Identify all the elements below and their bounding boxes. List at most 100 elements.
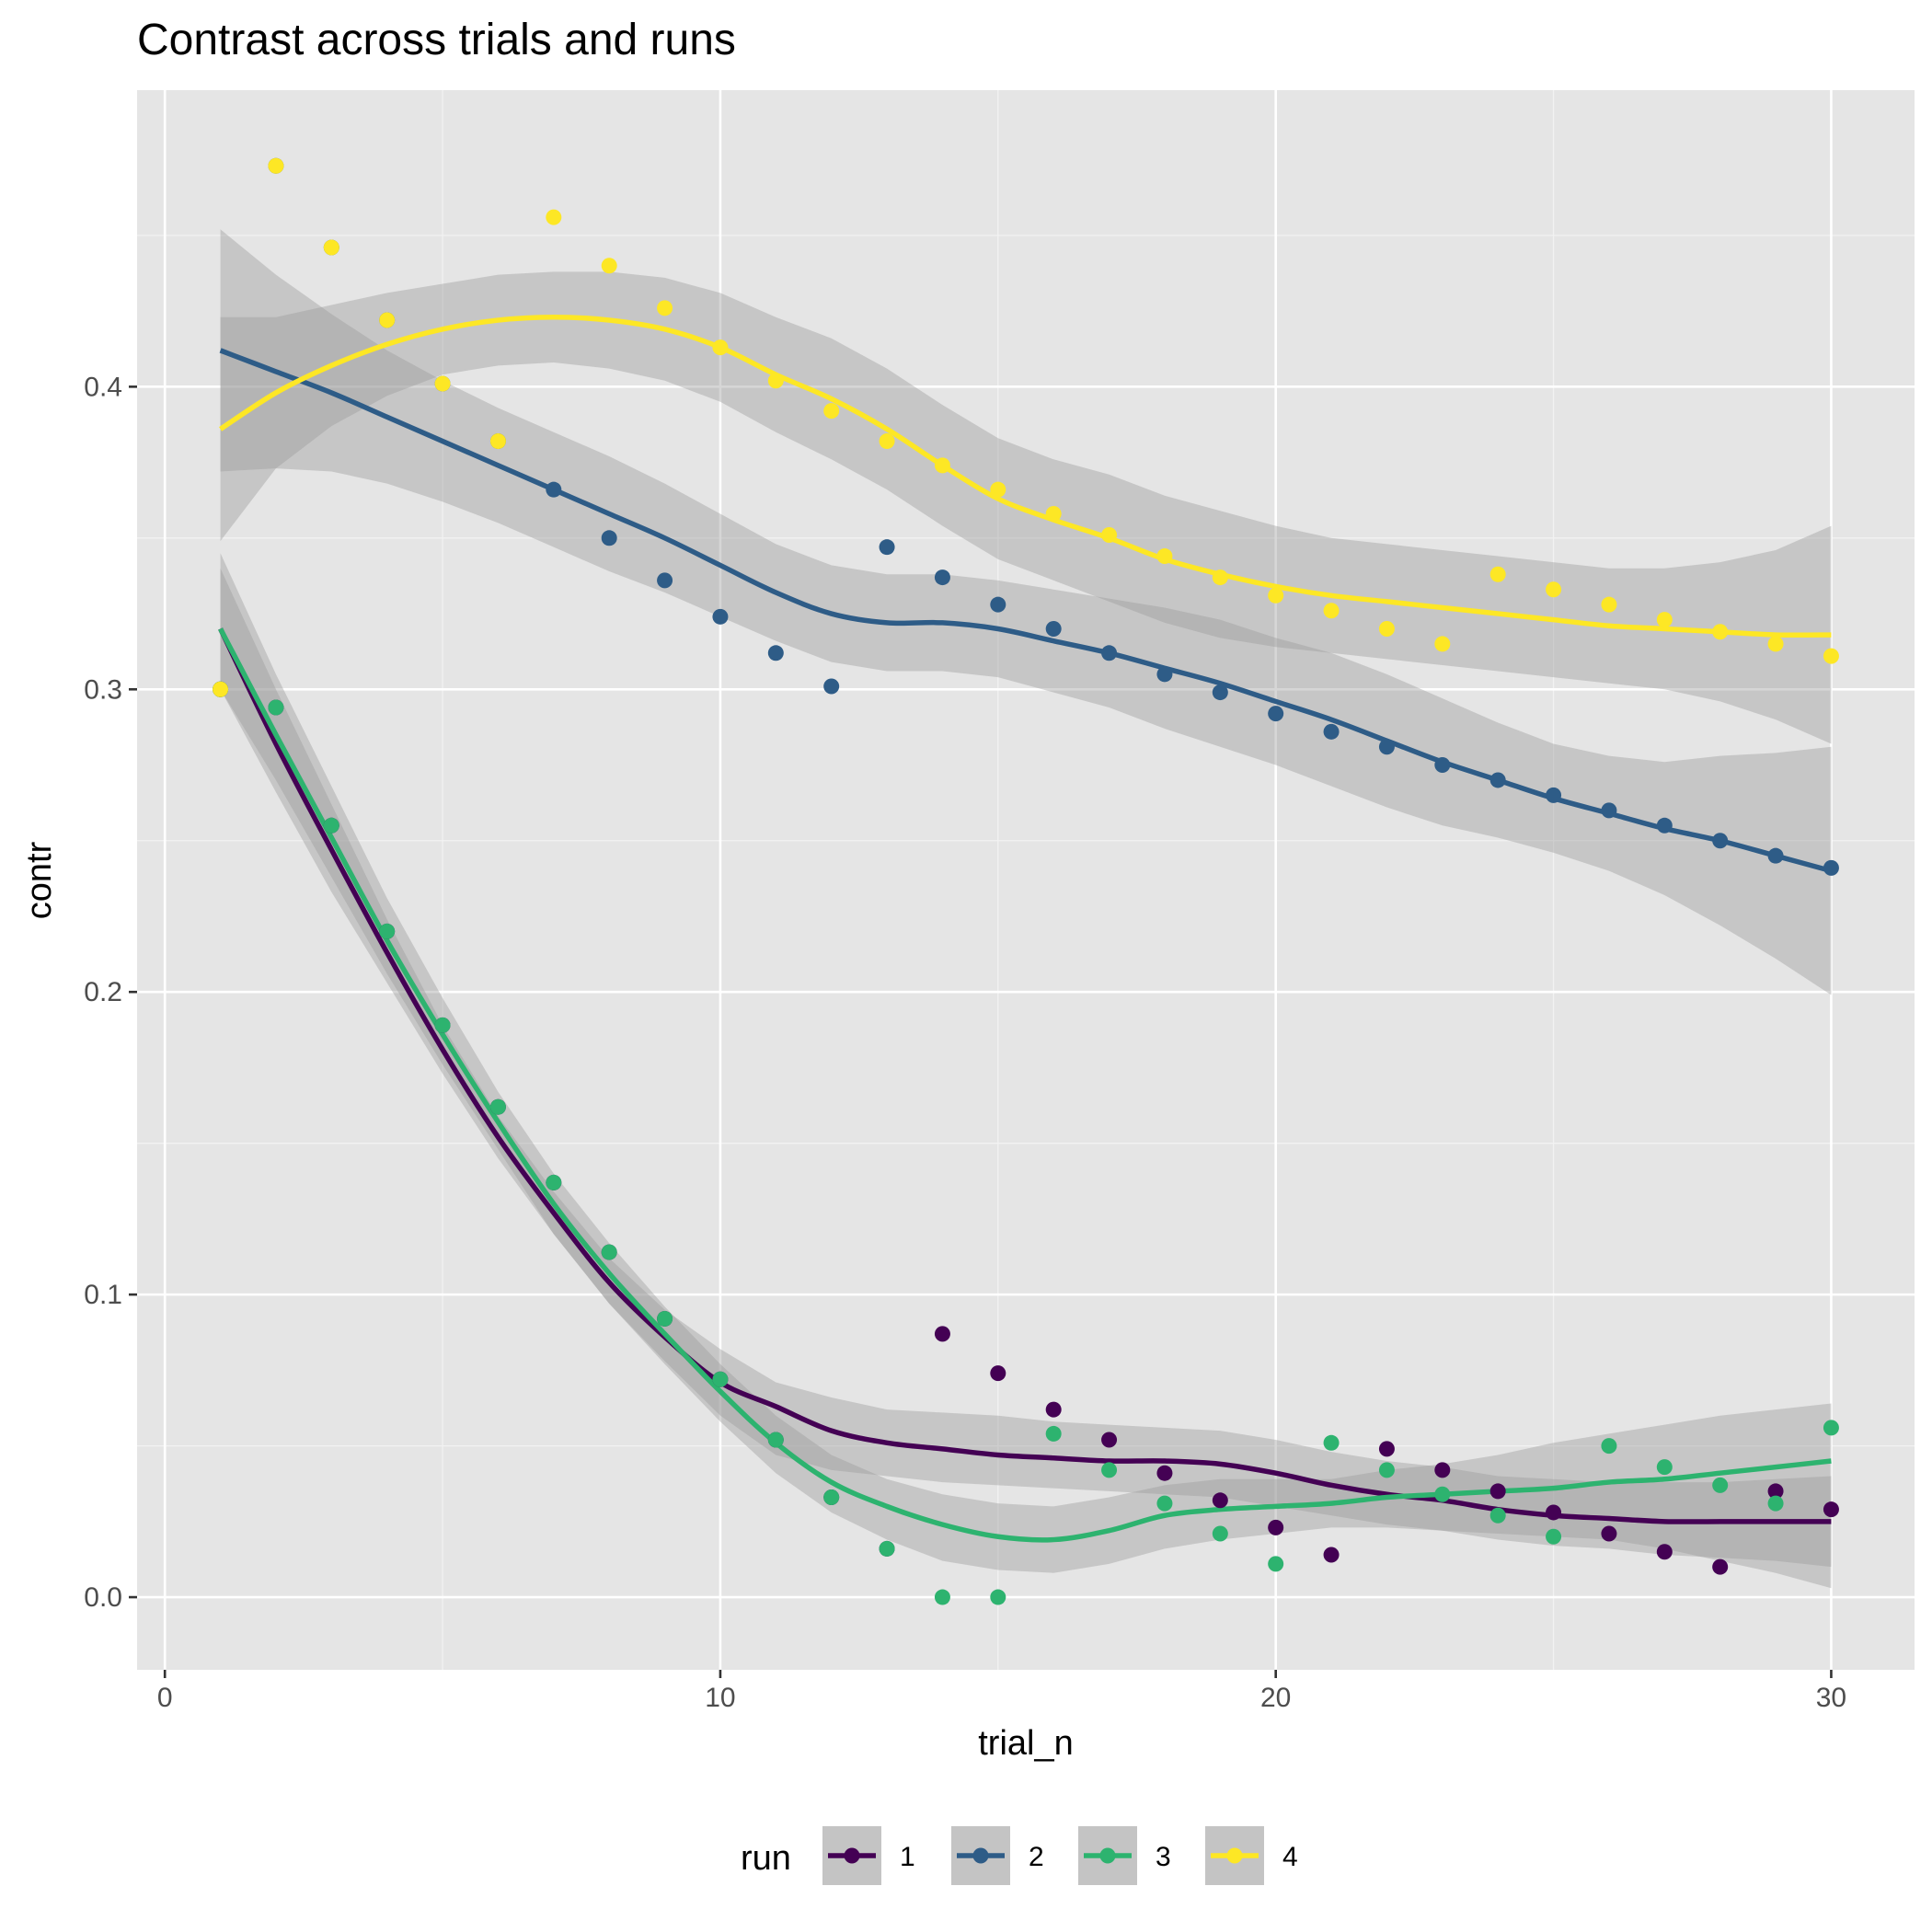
- data-point-run-2: [712, 608, 729, 625]
- data-point-run-2: [1156, 666, 1173, 683]
- data-point-run-1: [1712, 1558, 1729, 1575]
- data-point-run-3: [1767, 1495, 1784, 1512]
- data-point-run-4: [1156, 548, 1173, 565]
- legend-point-run-3: [1099, 1847, 1116, 1864]
- data-point-run-1: [1434, 1462, 1451, 1478]
- data-point-run-2: [990, 596, 1006, 613]
- data-point-run-4: [879, 433, 895, 450]
- smooth-line-run-1: [218, 627, 1832, 1524]
- data-point-run-2: [767, 645, 784, 661]
- data-point-run-2: [1323, 723, 1340, 740]
- data-point-run-1: [1378, 1441, 1395, 1457]
- data-point-run-3: [1156, 1495, 1173, 1512]
- data-point-run-3: [546, 1174, 562, 1190]
- data-point-run-4: [767, 373, 784, 389]
- data-point-run-4: [1656, 612, 1673, 628]
- legend-point-run-2: [972, 1847, 989, 1864]
- confidence-band-run-3: [220, 553, 1832, 1589]
- data-point-run-4: [1323, 603, 1340, 619]
- x-tick-label: 30: [1816, 1683, 1846, 1713]
- data-point-run-4: [1601, 596, 1617, 613]
- data-point-run-3: [657, 1310, 673, 1327]
- y-tick-label: 0.3: [84, 674, 122, 705]
- data-point-run-3: [1323, 1434, 1340, 1451]
- confidence-band-run-2: [220, 229, 1832, 995]
- data-point-run-2: [1045, 620, 1062, 637]
- data-point-run-3: [268, 699, 284, 716]
- legend-label-run-1: 1: [900, 1842, 915, 1872]
- data-point-run-1: [1045, 1401, 1062, 1418]
- data-point-run-2: [546, 481, 562, 498]
- legend-label-run-2: 2: [1029, 1842, 1044, 1872]
- data-point-run-1: [1767, 1483, 1784, 1500]
- data-point-run-4: [1045, 505, 1062, 522]
- data-points: [213, 157, 1839, 1605]
- data-point-run-3: [1489, 1507, 1506, 1524]
- smooth-line-run-4: [219, 314, 1832, 638]
- data-point-run-2: [1434, 757, 1451, 774]
- data-point-run-1: [1823, 1501, 1839, 1518]
- data-point-run-3: [1378, 1462, 1395, 1478]
- data-point-run-4: [990, 481, 1006, 498]
- x-tick-label: 0: [157, 1683, 173, 1713]
- data-point-run-2: [1656, 817, 1673, 834]
- plot-panel: [137, 90, 1915, 1670]
- data-point-run-4: [546, 209, 562, 225]
- legend-title: run: [741, 1839, 791, 1878]
- data-point-run-4: [712, 339, 729, 356]
- data-point-run-1: [1212, 1492, 1228, 1509]
- axes: 0 10 20 30 0.0 0.1 0.2 0.3 0.4: [84, 372, 1846, 1713]
- data-point-run-1: [1601, 1525, 1617, 1542]
- data-point-run-2: [934, 569, 950, 586]
- data-point-run-2: [1101, 645, 1118, 661]
- data-point-run-2: [1546, 787, 1562, 803]
- chart-title: Contrast across trials and runs: [137, 16, 736, 64]
- data-point-run-3: [489, 1098, 506, 1115]
- data-point-run-1: [1489, 1483, 1506, 1500]
- data-point-run-3: [1268, 1556, 1284, 1572]
- data-point-run-4: [1489, 566, 1506, 582]
- data-point-run-4: [434, 375, 451, 392]
- data-point-run-2: [1378, 739, 1395, 755]
- data-point-run-4: [1546, 581, 1562, 598]
- legend-label-run-4: 4: [1282, 1842, 1298, 1872]
- data-point-run-2: [601, 530, 617, 546]
- y-tick-label: 0.0: [84, 1582, 122, 1613]
- data-point-run-1: [934, 1326, 950, 1342]
- data-point-run-2: [1712, 833, 1729, 849]
- data-point-run-4: [1268, 587, 1284, 604]
- data-point-run-3: [1712, 1477, 1729, 1493]
- data-point-run-1: [1156, 1465, 1173, 1481]
- legend-point-run-4: [1226, 1847, 1243, 1864]
- data-point-run-3: [434, 1017, 451, 1033]
- data-point-run-4: [379, 312, 396, 328]
- data-point-run-4: [657, 300, 673, 316]
- data-point-run-4: [1767, 636, 1784, 652]
- data-point-run-2: [1212, 684, 1228, 701]
- data-point-run-4: [323, 239, 339, 256]
- data-point-run-2: [823, 678, 840, 695]
- y-tick-label: 0.1: [84, 1280, 122, 1310]
- data-point-run-3: [767, 1432, 784, 1448]
- grid-lines: [137, 90, 1915, 1670]
- data-point-run-2: [657, 572, 673, 589]
- data-point-run-4: [823, 403, 840, 420]
- data-point-run-3: [379, 923, 396, 939]
- data-point-run-1: [1268, 1519, 1284, 1535]
- legend-point-run-1: [844, 1847, 860, 1864]
- data-point-run-3: [990, 1589, 1006, 1605]
- data-point-run-1: [1323, 1547, 1340, 1563]
- data-point-run-3: [601, 1244, 617, 1260]
- y-tick-label: 0.4: [84, 372, 122, 402]
- data-point-run-4: [1378, 620, 1395, 637]
- confidence-band-run-1: [220, 568, 1832, 1568]
- data-point-run-3: [823, 1489, 840, 1506]
- data-point-run-1: [990, 1365, 1006, 1382]
- data-point-run-3: [1823, 1420, 1839, 1436]
- data-point-run-2: [1767, 847, 1784, 864]
- data-point-run-4: [1101, 527, 1118, 544]
- data-point-run-2: [1489, 772, 1506, 788]
- legend: run 1 2 3 4: [741, 1826, 1298, 1885]
- data-point-run-3: [1656, 1459, 1673, 1476]
- y-tick-label: 0.2: [84, 977, 122, 1007]
